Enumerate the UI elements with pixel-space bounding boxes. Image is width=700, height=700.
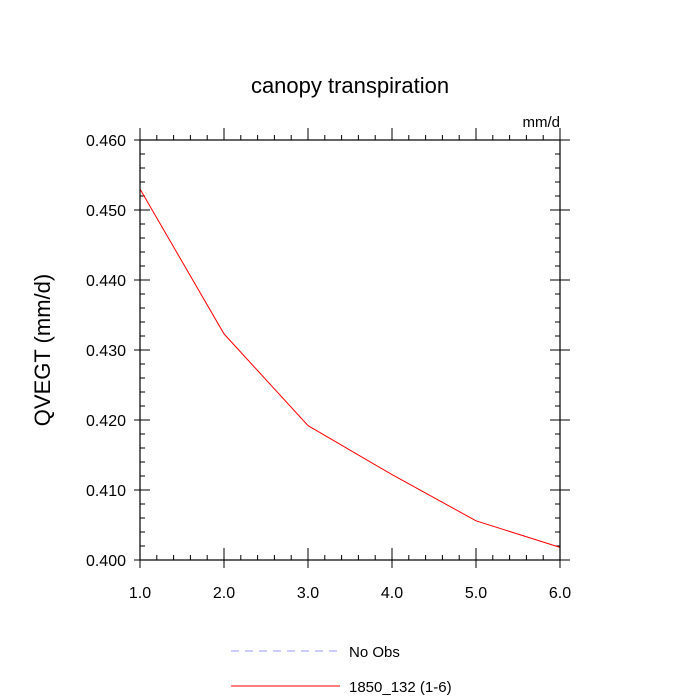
y-tick-label: 0.420 [86,413,126,430]
y-tick-label: 0.410 [86,483,126,500]
x-tick-label: 3.0 [297,585,319,602]
y-tick-label: 0.460 [86,133,126,150]
y-tick-label: 0.430 [86,343,126,360]
y-tick-label: 0.450 [86,203,126,220]
x-tick-label: 1.0 [129,585,151,602]
legend: No Obs 1850_132 (1-6) [231,644,452,696]
legend-series-label: 1850_132 (1-6) [349,679,452,696]
units-label: mm/d [523,114,561,131]
y-tick-label: 0.440 [86,273,126,290]
y-axis-label: QVEGT (mm/d) [30,274,55,426]
x-tick-label: 4.0 [381,585,403,602]
x-tick-label: 6.0 [549,585,571,602]
axis-ticks [134,128,570,568]
series-line [139,188,561,548]
plot-frame [139,139,561,561]
y-tick-label: 0.400 [86,553,126,570]
x-tick-label: 5.0 [465,585,487,602]
plot-series [139,188,561,548]
chart-title: canopy transpiration [251,73,449,98]
x-tick-label: 2.0 [213,585,235,602]
axis-tick-labels: 1.0 2.0 3.0 4.0 5.0 6.0 0.400 0.410 0.420 0.430 0.… [86,133,571,602]
legend-no-obs-label: No Obs [349,644,400,661]
